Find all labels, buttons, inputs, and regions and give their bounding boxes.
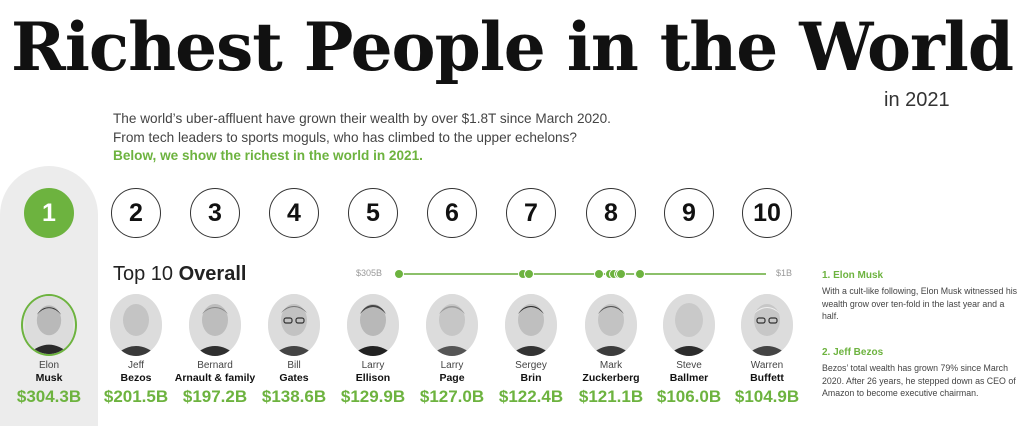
person-last-name: Ballmer (669, 372, 709, 384)
person-first-name: Warren (750, 360, 784, 371)
portrait-sergey-brin (505, 294, 557, 356)
portrait-steve-ballmer (663, 294, 715, 356)
scale-min-label: $1B (776, 268, 793, 278)
rank-badge-6: 6 (427, 188, 477, 238)
intro-line-1: The world’s uber-affluent have grown the… (113, 111, 611, 126)
sidebar-text-2: Bezos’ total wealth has grown 79% since … (822, 363, 1016, 399)
portrait-larry-page (426, 294, 478, 356)
rank-badge-9: 9 (664, 188, 714, 238)
wealth-dot-3 (523, 269, 534, 279)
person-last-name: Zuckerberg (582, 372, 640, 384)
rank-badge-4: 4 (269, 188, 319, 238)
intro-highlight: Below, we show the richest in the world … (113, 148, 423, 163)
top-10-prefix: Top 10 (113, 263, 174, 285)
rank-badge-3: 3 (190, 188, 240, 238)
portrait-elon-musk (21, 294, 77, 356)
portrait-larry-ellison (347, 294, 399, 356)
person-card-10: Warren Buffett $104.9B (719, 360, 815, 408)
person-last-name: Ellison (355, 372, 391, 384)
person-last-name: Gates (279, 372, 309, 384)
person-first-name: Elon (38, 360, 59, 371)
person-net-worth: $122.4B (498, 387, 564, 406)
person-last-name: Bezos (120, 372, 152, 384)
rank-badge-8: 8 (586, 188, 636, 238)
sidebar-heading-2: 2. Jeff Bezos (822, 347, 884, 358)
person-last-name: Arnault & family (174, 372, 256, 384)
rank-badge-10: 10 (742, 188, 792, 238)
person-last-name: Brin (520, 372, 542, 384)
rank-badge-1: 1 (24, 188, 74, 238)
sidebar-heading-1: 1. Elon Musk (822, 270, 884, 281)
rank-badge-7: 7 (506, 188, 556, 238)
person-first-name: Larry (361, 360, 385, 371)
portrait-warren-buffett (741, 294, 793, 356)
wealth-dot-8 (615, 269, 626, 279)
person-card-6: Larry Page $127.0B (404, 360, 500, 408)
rank-badge-2: 2 (111, 188, 161, 238)
person-first-name: Bernard (197, 360, 233, 371)
portrait-bernard-arnault (189, 294, 241, 356)
person-card-5: Larry Ellison $129.9B (325, 360, 421, 408)
page-title: Richest People in the World (11, 8, 1014, 86)
intro-line-2: From tech leaders to sports moguls, who … (113, 129, 577, 145)
person-first-name: Larry (440, 360, 464, 371)
person-net-worth: $127.0B (419, 387, 485, 406)
top-10-bold: Overall (178, 263, 247, 285)
person-card-9: Steve Ballmer $106.0B (641, 360, 737, 408)
person-first-name: Sergey (515, 360, 547, 371)
wealth-dot-4 (594, 269, 605, 279)
person-card-7: Sergey Brin $122.4B (483, 360, 579, 408)
scale-max-label: $305B (356, 268, 383, 278)
person-card-2: Jeff Bezos $201.5B (88, 360, 184, 408)
person-net-worth: $304.3B (16, 387, 82, 406)
person-net-worth: $129.9B (340, 387, 406, 406)
wealth-dot-10 (635, 269, 646, 279)
sidebar-text-1: With a cult-like following, Elon Musk wi… (822, 286, 1018, 322)
person-first-name: Bill (287, 360, 301, 371)
person-first-name: Jeff (128, 360, 144, 371)
portrait-mark-zuckerberg (585, 294, 637, 356)
intro-text: The world’s uber-affluent have grown the… (113, 110, 611, 166)
person-last-name: Page (439, 372, 465, 384)
top-10-overall-heading: Top 10 Overall (113, 263, 246, 286)
person-card-4: Bill Gates $138.6B (246, 360, 342, 408)
wealth-scale-line (398, 273, 766, 275)
person-last-name: Musk (35, 372, 63, 384)
person-first-name: Steve (676, 360, 702, 371)
person-last-name: Buffett (750, 372, 784, 384)
person-net-worth: $104.9B (734, 387, 800, 406)
person-net-worth: $106.0B (656, 387, 722, 406)
wealth-dot-1 (393, 269, 404, 279)
portrait-bill-gates (268, 294, 320, 356)
person-card-1: Elon Musk $304.3B (1, 360, 97, 408)
portrait-jeff-bezos (110, 294, 162, 356)
rank-badge-5: 5 (348, 188, 398, 238)
person-card-3: Bernard Arnault & family $197.2B (167, 360, 263, 408)
person-net-worth: $138.6B (261, 387, 327, 406)
person-net-worth: $197.2B (182, 387, 248, 406)
person-net-worth: $121.1B (578, 387, 644, 406)
person-net-worth: $201.5B (103, 387, 169, 406)
person-first-name: Mark (599, 360, 623, 371)
person-card-8: Mark Zuckerberg $121.1B (563, 360, 659, 408)
subtitle-year: in 2021 (884, 89, 950, 111)
